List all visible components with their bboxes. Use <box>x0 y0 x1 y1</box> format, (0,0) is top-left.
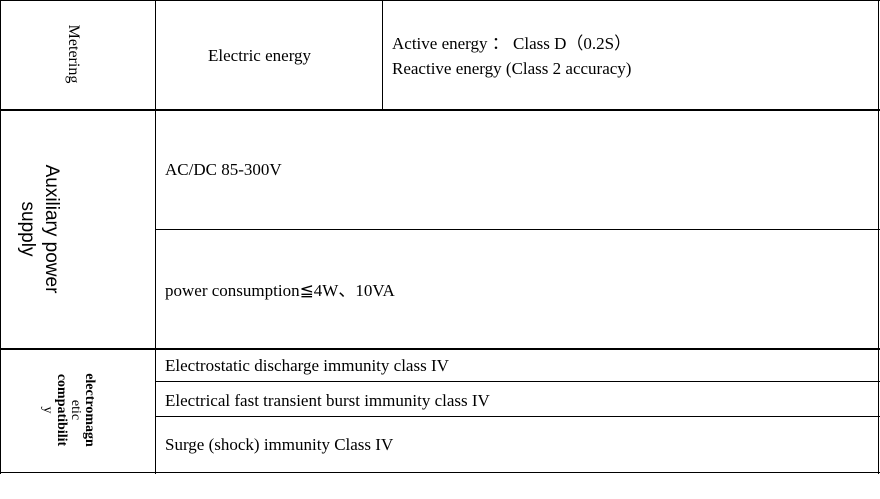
electric-energy-label: Electric energy <box>208 46 312 65</box>
table-border-top <box>0 0 880 1</box>
column-divider-metering <box>382 0 383 110</box>
table-border-left <box>0 0 1 474</box>
active-energy-line: Active energy ： Class D（0.2S） <box>392 34 632 53</box>
aux-header-line1: Auxiliary power <box>41 164 62 294</box>
column-divider-header <box>155 0 156 474</box>
emc-header: electromagn etic compatibilit y <box>1 351 151 469</box>
emc-header-line4: y <box>40 406 55 414</box>
row-divider-emc-2 <box>156 416 880 417</box>
row-divider-aux-inner <box>156 229 880 230</box>
metering-header: Metering <box>65 24 82 84</box>
aux-header-line2: supply <box>17 201 38 257</box>
emc-header-line1: electromagn <box>82 373 97 447</box>
emc-header-line2: etic <box>68 399 83 421</box>
emc-header-line3: compatibilit <box>54 373 69 447</box>
row-divider-aux <box>0 348 880 350</box>
aux-header: Auxiliary power supply <box>13 124 63 334</box>
table-border-bottom <box>0 472 880 473</box>
aux-voltage: AC/DC 85-300V <box>165 160 282 179</box>
row-divider-emc-1 <box>156 381 880 382</box>
aux-power-consumption: power consumption≦4W、10VA <box>165 281 395 300</box>
emc-surge-item: Surge (shock) immunity Class IV <box>165 435 394 454</box>
emc-esd-item: Electrostatic discharge immunity class I… <box>165 356 449 375</box>
table-border-right <box>878 0 879 474</box>
spec-table: Metering Electric energy Active energy ：… <box>0 0 880 474</box>
reactive-energy-line: Reactive energy (Class 2 accuracy) <box>392 59 632 78</box>
emc-eft-item: Electrical fast transient burst immunity… <box>165 391 490 410</box>
row-divider-metering <box>0 109 880 111</box>
